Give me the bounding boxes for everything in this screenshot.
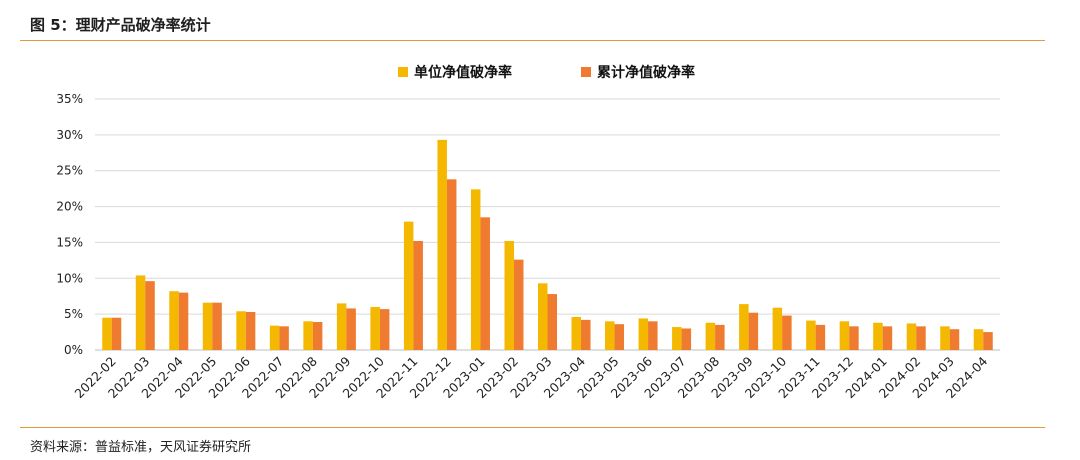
legend-label: 单位净值破净率 [414, 64, 512, 81]
bottom-divider [20, 427, 1045, 428]
top-divider [20, 40, 1045, 41]
bar-cum-nav-2023-03 [547, 294, 557, 350]
bar-cum-nav-2023-06 [648, 321, 658, 350]
bar-cum-nav-2022-10 [379, 309, 390, 350]
bar-unit-nav-2024-04 [973, 329, 984, 350]
bar-unit-nav-2022-02 [102, 317, 112, 350]
legend-swatch [398, 67, 408, 77]
bar-unit-nav-2022-10 [370, 306, 380, 350]
bar-cum-nav-2022-02 [111, 317, 122, 350]
bar-cum-nav-2022-04 [178, 292, 189, 350]
bar-unit-nav-2024-01 [873, 322, 883, 350]
bar-unit-nav-2022-04 [169, 291, 179, 350]
bar-unit-nav-2023-07 [672, 327, 682, 350]
bar-unit-nav-2024-03 [940, 326, 950, 350]
y-tick-label: 25% [56, 164, 83, 178]
source-note: 资料来源：普益标准，天风证券研究所 [30, 440, 252, 455]
bar-unit-nav-2023-11 [806, 320, 816, 350]
bar-cum-nav-2022-12 [446, 179, 457, 350]
x-axis-labels: 2022-022022-032022-042022-052022-062022-… [71, 353, 990, 401]
bar-cum-nav-2023-10 [782, 315, 792, 350]
bar-unit-nav-2023-04 [571, 317, 582, 350]
y-tick-label: 0% [64, 343, 83, 357]
bar-cum-nav-2023-04 [581, 319, 591, 350]
y-tick-label: 10% [56, 271, 83, 285]
legend: 单位净值破净率 累计净值破净率 [398, 64, 695, 81]
bar-unit-nav-2023-05 [605, 321, 615, 350]
bar-unit-nav-2022-03 [135, 275, 146, 350]
bar-unit-nav-2022-05 [202, 302, 213, 350]
figure-title: 图 5：理财产品破净率统计 [30, 16, 211, 34]
y-tick-label: 35% [56, 92, 83, 106]
bar-cum-nav-2024-04 [983, 332, 993, 350]
bar-unit-nav-2023-10 [772, 307, 783, 350]
bar-cum-nav-2024-03 [949, 329, 960, 350]
bar-cum-nav-2022-08 [312, 322, 323, 350]
bar-cum-nav-2022-07 [279, 326, 289, 350]
bar-cum-nav-2022-11 [413, 240, 423, 350]
bar-cum-nav-2023-05 [614, 324, 625, 350]
bar-unit-nav-2022-09 [336, 303, 347, 350]
legend-label: 累计净值破净率 [597, 64, 695, 81]
bar-cum-nav-2022-06 [245, 311, 256, 350]
bar-unit-nav-2022-07 [269, 325, 280, 350]
legend-swatch [581, 67, 591, 77]
bar-unit-nav-2022-08 [303, 321, 313, 350]
bar-cum-nav-2023-01 [480, 217, 490, 350]
bar-cum-nav-2022-09 [346, 308, 356, 350]
bar-cum-nav-2023-07 [681, 328, 692, 350]
y-tick-label: 15% [56, 235, 83, 249]
bar-unit-nav-2022-12 [437, 139, 447, 350]
bar-unit-nav-2022-11 [403, 221, 414, 350]
bar-unit-nav-2023-01 [470, 189, 481, 350]
bar-unit-nav-2023-09 [739, 304, 749, 350]
bar-unit-nav-2023-08 [705, 322, 716, 350]
bar-cum-nav-2024-01 [882, 326, 893, 350]
bar-cum-nav-2024-02 [916, 326, 926, 350]
bar-unit-nav-2023-12 [839, 321, 850, 350]
y-axis-labels: 0% 5% 10% 15% 20% 25% 30% 35% [56, 92, 83, 357]
bar-unit-nav-2023-03 [538, 283, 548, 350]
bar-unit-nav-2023-06 [638, 318, 649, 350]
y-tick-label: 20% [56, 200, 83, 214]
bar-unit-nav-2024-02 [906, 323, 917, 350]
bar-cum-nav-2022-05 [212, 302, 222, 350]
bar-unit-nav-2022-06 [236, 311, 246, 350]
bar-cum-nav-2023-09 [748, 312, 759, 350]
y-tick-label: 5% [64, 307, 83, 321]
bar-cum-nav-2023-11 [815, 324, 826, 350]
bar-cum-nav-2022-03 [145, 281, 155, 350]
y-tick-label: 30% [56, 128, 83, 142]
bar-cum-nav-2023-08 [715, 324, 725, 350]
bar-cum-nav-2023-12 [849, 326, 859, 350]
bar-unit-nav-2023-02 [504, 240, 514, 350]
bar-cum-nav-2023-02 [513, 259, 524, 350]
bars [102, 139, 993, 350]
